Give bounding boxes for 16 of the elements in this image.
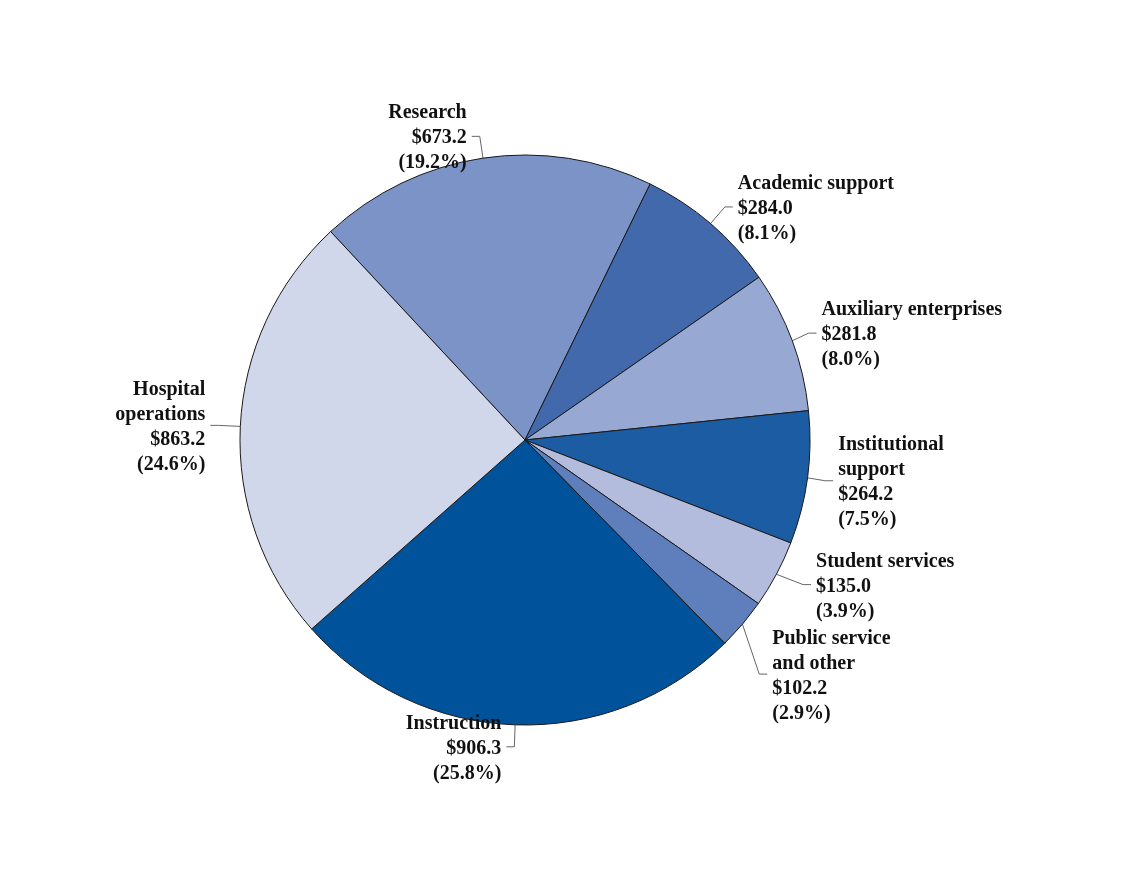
data-label: $673.2 (19.2%)	[398, 125, 467, 174]
slice-label: Student services	[816, 548, 955, 571]
data-label: $102.2 (2.9%)	[772, 675, 831, 724]
slice-label: Hospital operations	[115, 376, 206, 425]
slice-label: Auxiliary enterprises	[821, 297, 1003, 321]
slice-label: Institutional support	[838, 432, 945, 481]
data-label: $135.0 (3.9%)	[816, 573, 875, 622]
data-label: $264.2 (7.5%)	[838, 482, 897, 531]
data-label: $906.3 (25.8%)	[433, 735, 502, 784]
data-label: $863.2 (24.6%)	[137, 426, 206, 475]
data-label: $284.0 (8.1%)	[737, 195, 797, 244]
data-label: $281.8 (8.0%)	[821, 322, 880, 371]
slice-label: Public service and other	[772, 625, 891, 673]
slice-label: Instruction	[405, 710, 502, 733]
slice-label: Research	[388, 100, 467, 123]
slice-label: Academic support	[737, 170, 895, 194]
